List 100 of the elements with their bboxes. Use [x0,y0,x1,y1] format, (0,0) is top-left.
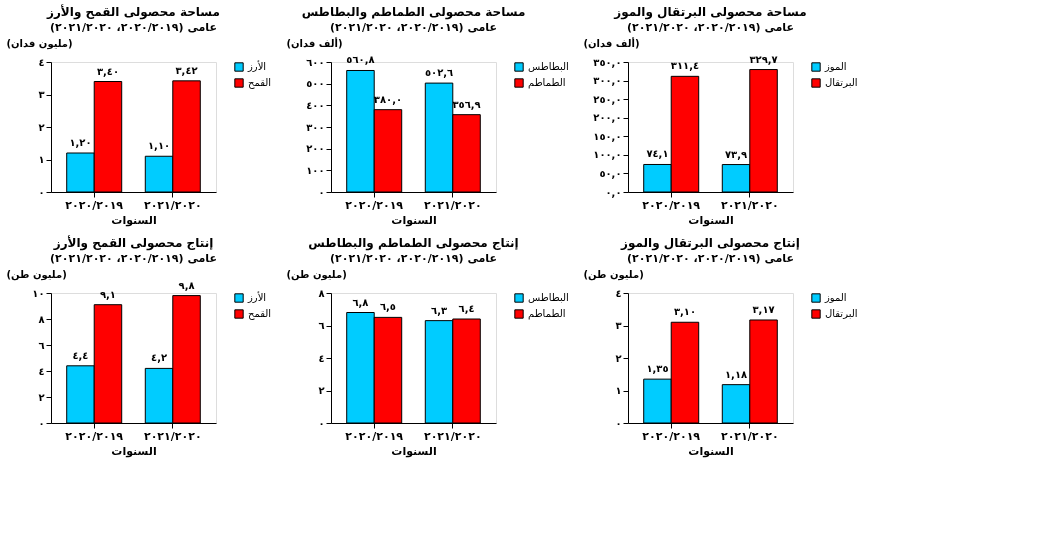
chart-subtitle: عامى (٢٠٢٠/٢٠١٩، ٢٠٢١/٢٠٢٠) [330,21,497,34]
data-label: ٦,٨ [352,296,369,308]
y-tick-label: ٠,٠ [605,186,622,198]
data-label: ٧٤,١ [646,148,669,160]
y-tick-label: ٣٠٠,٠ [593,75,622,87]
x-tick-label: ٢٠٢٠/٢٠١٩ [345,429,404,443]
data-label: ١,١٨ [724,368,748,380]
y-tick-label: ٥٠٠ [306,78,325,90]
legend-label: الأرز [247,60,267,72]
x-tick-label: ٢٠٢٠/٢٠١٩ [65,198,124,212]
chart-title: مساحة محصولى القمح والأرز [46,4,220,20]
y-tick-label: ٥٠,٠ [599,167,622,179]
y-tick-label: ٤ [318,352,325,364]
y-tick-label: ١٠ [32,287,45,299]
y-tick-label: ٢ [615,352,622,364]
y-tick-label: ١ [38,154,45,165]
y-tick-label: ٣ [615,320,622,331]
chart-title: إنتاج محصولى القمح والأرز [52,235,214,251]
data-label: ٦,٤ [458,303,475,314]
data-label: ٣٢٩,٧ [749,53,778,65]
chart-title: مساحة محصولى البرتقال والموز [613,5,807,20]
y-tick-label: ١٠٠,٠ [593,149,622,161]
y-tick-label: ٦ [38,339,45,351]
x-axis-title: السنوات [688,213,734,227]
x-tick-label: ٢٠٢١/٢٠٢٠ [423,198,482,212]
legend-label: الطماطم [528,308,566,320]
x-tick-label: ٢٠٢١/٢٠٢٠ [143,429,202,443]
data-label: ٥٦٠,٨ [346,54,375,66]
y-tick-label: ٣ [38,89,45,100]
x-tick-label: ٢٠٢٠/٢٠١٩ [642,198,701,212]
x-axis-title: السنوات [111,213,157,227]
y-tick-label: ٦ [318,320,325,331]
y-tick-label: ٠ [318,417,325,429]
x-tick-label: ٢٠٢١/٢٠٢٠ [720,198,779,212]
data-label: ٤,٢ [151,352,168,364]
legend-label: البطاطس [528,61,569,72]
legend-label: البرتقال [825,77,858,88]
y-tick-label: ٤٠٠ [306,99,325,111]
y-tick-label: ٠ [615,417,622,429]
y-tick-label: ١ [615,385,622,396]
x-axis-title: السنوات [391,213,437,227]
y-tick-label: ٢٠٠ [306,143,325,155]
data-label: ٣,٤٢ [175,64,198,76]
y-axis-title: (ألف فدان) [583,36,640,49]
y-tick-label: ٤ [615,287,622,299]
y-axis-title: (مليون طن) [286,268,347,281]
y-axis-title: (مليون طن) [6,268,67,281]
chart-subtitle: عامى (٢٠٢٠/٢٠١٩، ٢٠٢١/٢٠٢٠) [50,252,217,265]
x-axis-title: السنوات [391,444,437,458]
legend-label: الطماطم [528,77,566,89]
data-label: ٥٠٢,٦ [424,67,454,79]
legend-label: الموز [824,61,847,72]
legend-label: القمح [248,308,272,320]
y-tick-label: ٢ [38,121,45,133]
x-axis-title: السنوات [111,444,157,458]
legend-label: الأرز [247,291,267,303]
y-axis-title: (ألف فدان) [286,36,343,49]
y-tick-label: ١٠٠ [306,164,325,176]
legend-label: القمح [248,77,272,89]
x-tick-label: ٢٠٢١/٢٠٢٠ [423,429,482,443]
y-tick-label: ٣٠٠ [306,121,325,133]
x-axis-title: السنوات [688,444,734,458]
y-tick-label: ٢ [318,385,325,396]
chart-title: إنتاج محصولى الطماطم والبطاطس [308,236,519,251]
data-label: ٦,٥ [379,301,396,313]
y-tick-label: ٠ [38,186,45,198]
chart-title: مساحة محصولى الطماطم والبطاطس [301,5,526,20]
y-tick-label: ٢٠٠,٠ [593,112,622,124]
y-tick-label: ٠ [38,417,45,429]
chart-subtitle: عامى (٢٠٢٠/٢٠١٩، ٢٠٢١/٢٠٢٠) [50,21,217,34]
y-axis-title: (مليون فدان) [6,37,73,50]
data-label: ٣,١٧ [752,303,775,315]
y-tick-label: ٣٥٠,٠ [593,56,622,68]
legend-label: البرتقال [825,308,858,319]
data-label: ٣,١٠ [673,306,697,318]
y-tick-label: ٨ [318,287,325,299]
y-tick-label: ٤ [38,365,45,377]
y-axis-title: (مليون طن) [583,268,644,281]
chart-subtitle: عامى (٢٠٢٠/٢٠١٩، ٢٠٢١/٢٠٢٠) [627,21,794,34]
data-label: ١,٣٥ [646,363,669,375]
data-label: ٣١١,٤ [670,60,700,72]
data-label: ٣,٤٠ [96,65,120,77]
chart-title: إنتاج محصولى البرتقال والموز [620,236,800,251]
data-label: ٧٣,٩ [724,148,748,160]
x-tick-label: ٢٠٢٠/٢٠١٩ [642,429,701,443]
y-tick-label: ٨ [38,313,45,325]
data-label: ٩,١ [99,288,116,300]
x-tick-label: ٢٠٢٠/٢٠١٩ [65,429,124,443]
chart-subtitle: عامى (٢٠٢٠/٢٠١٩، ٢٠٢١/٢٠٢٠) [330,252,497,265]
legend-label: الموز [824,292,847,303]
y-tick-label: ٦٠٠ [306,56,325,68]
x-tick-label: ٢٠٢١/٢٠٢٠ [143,198,202,212]
y-tick-label: ٢ [38,391,45,403]
data-label: ١,١٠ [147,140,171,152]
y-tick-label: ١٥٠,٠ [593,130,622,142]
chart-subtitle: عامى (٢٠٢٠/٢٠١٩، ٢٠٢١/٢٠٢٠) [627,252,794,265]
legend-label: البطاطس [528,292,569,303]
data-label: ٦,٣ [431,304,448,316]
data-label: ١,٢٠ [69,137,92,148]
y-tick-label: ٤ [38,56,45,68]
